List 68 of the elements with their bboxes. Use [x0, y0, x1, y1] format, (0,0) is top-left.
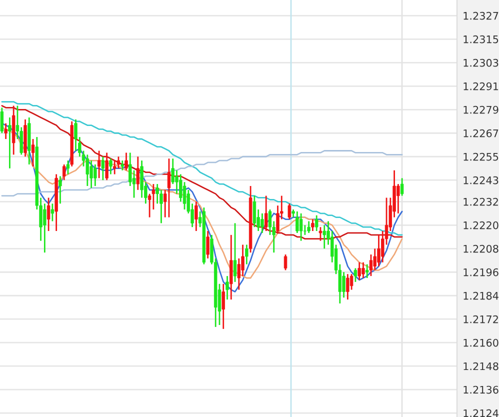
- candlestick: [31, 138, 35, 168]
- candlestick: [260, 212, 264, 234]
- y-tick-label: 1.2148: [464, 362, 498, 370]
- y-tick-label: 1.2303: [464, 58, 498, 67]
- y-tick-label: 1.2160: [464, 338, 498, 347]
- candlestick: [226, 275, 229, 300]
- y-tick-label: 1.2172: [464, 315, 498, 324]
- y-tick-label: 1.2136: [464, 386, 498, 394]
- candlestick: [264, 195, 268, 232]
- candlestick: [58, 176, 62, 204]
- candlestick: [299, 212, 303, 242]
- candlestick: [314, 214, 318, 232]
- y-tick-label: 1.2124: [464, 409, 498, 417]
- candlestick: [288, 202, 292, 220]
- candlestick: [365, 264, 369, 279]
- candlestick: [400, 177, 404, 196]
- y-tick-label: 1.2220: [464, 221, 498, 230]
- candlestick: [0, 106, 4, 134]
- candlestick: [358, 262, 361, 281]
- y-tick-label: 1.2208: [464, 244, 498, 253]
- candlestick: [342, 271, 346, 298]
- candlestick: [4, 122, 8, 140]
- candlestick: [124, 152, 128, 172]
- y-tick-label: 1.2184: [464, 292, 498, 300]
- candlestick: [46, 197, 50, 232]
- y-tick-label: 1.2267: [464, 129, 498, 138]
- candlestick: [194, 200, 198, 232]
- y-tick-label: 1.2243: [464, 176, 498, 184]
- candlestick: [120, 160, 124, 172]
- candlestick: [8, 116, 12, 170]
- candlestick: [307, 220, 310, 234]
- candlestick: [101, 156, 105, 181]
- candlestick: [362, 262, 365, 279]
- candlestick: [66, 160, 70, 175]
- candlestick: [284, 254, 288, 271]
- candlestick: [97, 150, 101, 179]
- y-tick-label: 1.2196: [464, 268, 498, 276]
- candlestick: [206, 230, 210, 260]
- candlestick: [94, 164, 97, 187]
- candlestick: [222, 283, 225, 330]
- y-tick-label: 1.2291: [464, 82, 498, 90]
- candlestick: [318, 226, 322, 242]
- candlestick: [152, 183, 156, 210]
- candlestick: [167, 158, 171, 218]
- y-tick-label: 1.2232: [464, 198, 498, 206]
- candlestick: [105, 152, 108, 181]
- candlestick: [109, 158, 112, 175]
- y-tick-label: 1.2255: [464, 152, 498, 161]
- candlestick: [136, 156, 140, 191]
- candlestick: [346, 273, 350, 300]
- y-tick-label: 1.2315: [464, 35, 498, 44]
- candlestick: [311, 218, 314, 232]
- candlestick: [112, 160, 116, 175]
- candlestick: [43, 202, 46, 254]
- candlestick: [245, 244, 248, 265]
- candlestick: [62, 164, 66, 181]
- candlestick: [322, 224, 326, 250]
- candlestick: [252, 195, 256, 228]
- candlestick: [396, 183, 400, 214]
- candlestick: [86, 154, 90, 187]
- y-tick-label: 1.2279: [464, 106, 498, 114]
- candlestick: [50, 202, 54, 222]
- y-tick-label: 1.2327: [464, 12, 498, 20]
- candlestick: [354, 268, 358, 283]
- candlestick: [233, 222, 237, 283]
- candlestick: [230, 234, 233, 300]
- line-series: [1, 150, 403, 196]
- candlestick: [377, 234, 380, 267]
